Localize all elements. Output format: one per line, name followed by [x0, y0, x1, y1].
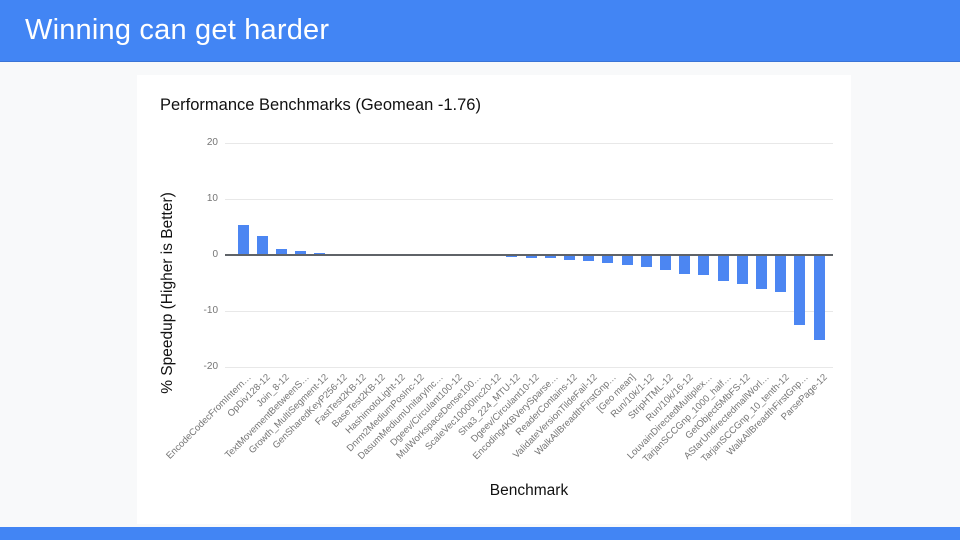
y-axis-title: % Speedup (Higher is Better) — [159, 192, 176, 394]
chart-bar — [506, 255, 518, 258]
x-axis-title: Benchmark — [489, 482, 569, 499]
chart-bar — [237, 225, 249, 255]
slide-title: Winning can get harder — [25, 14, 330, 46]
slide-title-bar: Winning can get harder — [0, 0, 960, 62]
y-tick-label: -10 — [203, 305, 218, 316]
chart-bar — [717, 255, 729, 281]
chart-bar — [794, 255, 806, 325]
chart-bar — [736, 255, 748, 284]
chart-bar — [775, 255, 787, 292]
chart-bar — [640, 255, 652, 268]
gridline — [225, 310, 833, 312]
chart-bar — [314, 252, 326, 255]
chart-bar — [621, 255, 633, 265]
y-tick-label: 20 — [206, 137, 218, 148]
chart-card — [137, 75, 851, 524]
zero-axis-line — [225, 254, 833, 256]
chart-bar — [659, 255, 671, 270]
plot-area: 20 10 0 -10 -20 EncodeCodecFromIntern… OpDiv12… — [164, 137, 833, 465]
chart-bar — [256, 235, 268, 255]
chart-bar — [525, 255, 537, 258]
y-tick-label: -20 — [203, 361, 218, 372]
chart-bar — [679, 255, 691, 275]
chart-bar — [602, 255, 614, 263]
chart-title: Performance Benchmarks (Geomean -1.76) — [160, 96, 481, 114]
chart-bar — [813, 255, 825, 341]
chart-bar — [755, 255, 767, 290]
chart-bar — [698, 255, 710, 275]
y-tick-label: 0 — [212, 249, 218, 260]
gridline — [225, 366, 833, 368]
chart-bar — [563, 255, 575, 261]
y-tick-label: 10 — [206, 193, 218, 204]
chart-bar — [275, 249, 287, 255]
chart-bar — [544, 255, 556, 259]
chart-bar — [583, 255, 595, 262]
gridline — [225, 142, 833, 144]
chart-bar — [295, 251, 307, 255]
gridline — [225, 198, 833, 200]
slide-footer-accent-bar — [0, 527, 960, 540]
